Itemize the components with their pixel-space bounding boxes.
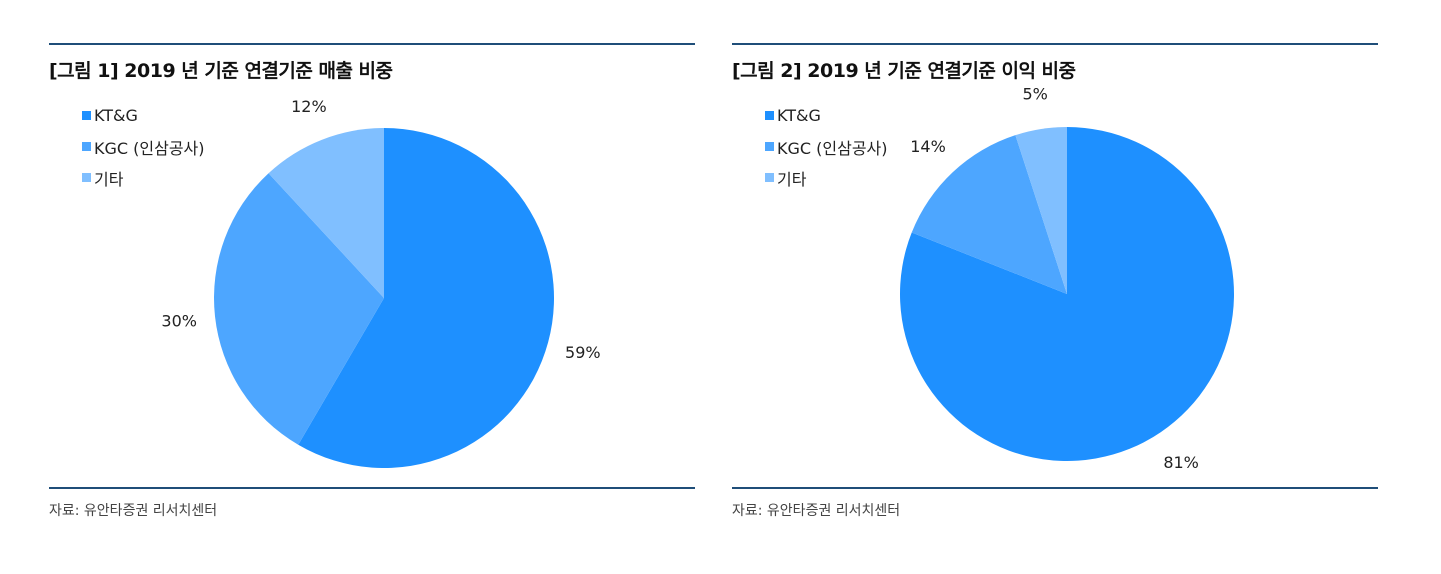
top-rule	[49, 43, 695, 45]
data-label-1: 30%	[161, 311, 197, 330]
chart-panel-1: [그림 1] 2019 년 기준 연결기준 매출 비중 KT&G KGC (인삼…	[49, 0, 695, 574]
legend-swatch	[765, 142, 774, 151]
chart-panel-2: [그림 2] 2019 년 기준 연결기준 이익 비중 KT&G KGC (인삼…	[732, 0, 1378, 574]
pie-slice-2	[1015, 126, 1067, 294]
chart-title: [그림 1] 2019 년 기준 연결기준 매출 비중	[49, 60, 393, 82]
legend-item-kgc: KGC (인삼공사)	[82, 131, 205, 162]
pie-slice-0	[298, 128, 555, 468]
data-label-1: 14%	[910, 137, 946, 156]
bottom-rule	[732, 487, 1378, 489]
chart-title: [그림 2] 2019 년 기준 연결기준 이익 비중	[732, 60, 1076, 82]
pie-slice-2	[268, 128, 384, 298]
legend-swatch	[765, 173, 774, 182]
data-label-0: 81%	[1163, 453, 1199, 472]
legend: KT&G KGC (인삼공사) 기타	[82, 100, 205, 193]
legend-label: KT&G	[777, 106, 821, 125]
legend-label: 기타	[777, 169, 807, 189]
data-label-2: 12%	[291, 97, 327, 116]
legend-item-ktg: KT&G	[82, 100, 205, 131]
data-label-0: 59%	[565, 343, 601, 362]
legend-item-other: 기타	[82, 162, 205, 193]
data-label-2: 5%	[1023, 85, 1048, 104]
legend-swatch	[82, 142, 91, 151]
legend-label: KGC (인삼공사)	[94, 138, 205, 158]
legend-swatch	[765, 111, 774, 120]
legend-item-ktg: KT&G	[765, 100, 888, 131]
pie-slice-1	[911, 135, 1067, 294]
legend-swatch	[82, 111, 91, 120]
source-note: 자료: 유안타증권 리서치센터	[732, 503, 901, 519]
top-rule	[732, 43, 1378, 45]
pie-chart: 59% 30% 12%	[161, 97, 601, 468]
pie-slice-1	[214, 173, 384, 445]
legend: KT&G KGC (인삼공사) 기타	[765, 100, 888, 193]
legend-swatch	[82, 173, 91, 182]
pie-slice-0	[900, 127, 1235, 461]
legend-label: KT&G	[94, 106, 138, 125]
legend-label: 기타	[94, 169, 124, 189]
pie-chart: 81% 14% 5%	[900, 85, 1235, 472]
legend-item-kgc: KGC (인삼공사)	[765, 131, 888, 162]
source-note: 자료: 유안타증권 리서치센터	[49, 503, 218, 519]
bottom-rule	[49, 487, 695, 489]
legend-item-other: 기타	[765, 162, 888, 193]
legend-label: KGC (인삼공사)	[777, 138, 888, 158]
